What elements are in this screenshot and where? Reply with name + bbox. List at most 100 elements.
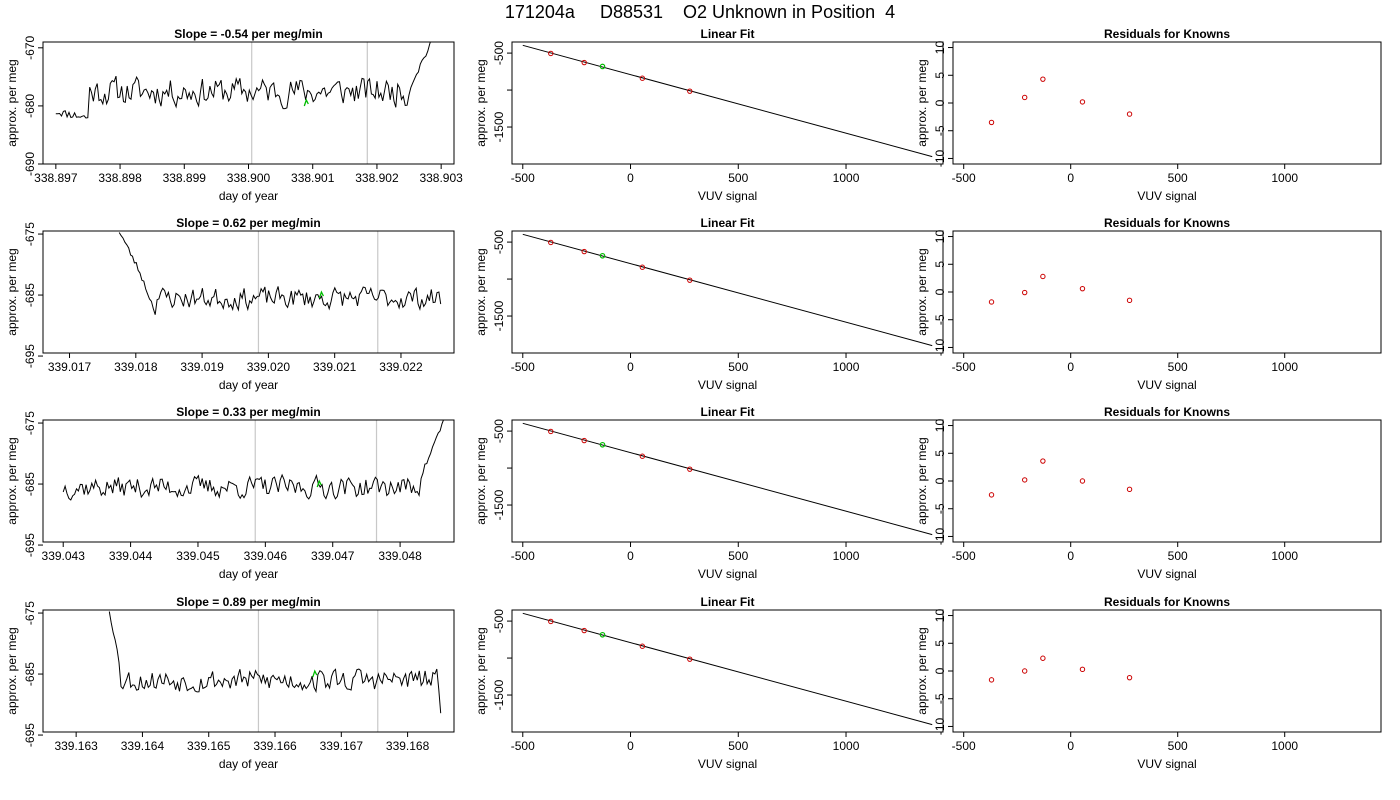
- series-line: [118, 232, 442, 315]
- x-tick-label: 1000: [833, 549, 860, 563]
- known-point: [639, 643, 646, 649]
- plot-frame: [42, 230, 455, 354]
- y-tick-label: -675: [23, 222, 37, 246]
- x-axis-label: VUV signal: [1137, 567, 1196, 581]
- residual-point: [1021, 289, 1028, 296]
- x-axis-label: VUV signal: [698, 757, 757, 771]
- x-tick-label: 339.019: [180, 360, 224, 374]
- fit-line: [522, 422, 933, 536]
- x-tick-label: 1000: [833, 360, 860, 374]
- known-point: [548, 239, 554, 246]
- known-point: [548, 428, 554, 435]
- y-tick-label: -695: [23, 723, 37, 747]
- x-tick-label: -500: [511, 171, 535, 185]
- y-axis-label: approx. per meg: [474, 437, 488, 524]
- unknown-point: [599, 441, 606, 448]
- y-tick-label: 5: [933, 72, 947, 79]
- known-point: [548, 50, 554, 57]
- x-tick-label: 339.043: [42, 549, 86, 563]
- y-tick-label: 5: [933, 261, 947, 268]
- y-axis-label: approx. per meg: [915, 248, 929, 335]
- x-tick-label: 338.902: [355, 171, 399, 185]
- x-axis-label: day of year: [219, 378, 278, 392]
- residual-point: [1079, 99, 1086, 105]
- x-tick-label: 1000: [1271, 549, 1298, 563]
- x-tick-label: 339.044: [109, 549, 153, 563]
- x-tick-label: 1000: [1271, 171, 1298, 185]
- known-point: [639, 75, 646, 81]
- y-tick-label: -1500: [492, 111, 506, 142]
- y-tick-label: 0: [933, 667, 947, 674]
- x-axis-label: VUV signal: [1137, 378, 1196, 392]
- x-tick-label: 1000: [833, 171, 860, 185]
- x-tick-label: 339.046: [244, 549, 288, 563]
- x-tick-label: 338.898: [98, 171, 142, 185]
- y-axis-label: approx. per meg: [474, 59, 488, 146]
- x-tick-label: 339.022: [379, 360, 423, 374]
- y-tick-label: 0: [933, 477, 947, 484]
- known-point: [581, 627, 587, 634]
- y-tick-label: 0: [933, 288, 947, 295]
- x-axis-label: VUV signal: [698, 378, 757, 392]
- x-tick-label: 0: [1067, 739, 1074, 753]
- y-tick-label: 5: [933, 450, 947, 457]
- y-tick-label: -5: [933, 693, 947, 704]
- plot-frame: [42, 419, 455, 543]
- y-tick-label: -695: [23, 344, 37, 368]
- y-tick-label: -685: [23, 283, 37, 307]
- residual-point: [1040, 76, 1046, 82]
- y-tick-label: -685: [23, 472, 37, 496]
- x-tick-label: 339.168: [386, 739, 430, 753]
- x-tick-label: 500: [728, 171, 748, 185]
- x-axis-label: day of year: [219, 189, 278, 203]
- residual-point: [1126, 111, 1133, 117]
- residual-point: [1040, 655, 1046, 661]
- y-tick-label: -670: [23, 35, 37, 59]
- y-axis-label: approx. per meg: [5, 59, 19, 146]
- x-tick-label: 500: [728, 549, 748, 563]
- known-point: [687, 88, 693, 94]
- chart-title: Slope = 0.33 per meg/min: [176, 405, 320, 419]
- unknown-point: [599, 252, 606, 259]
- x-axis-label: VUV signal: [698, 567, 757, 581]
- x-tick-label: -500: [511, 360, 535, 374]
- fit-line: [522, 44, 933, 158]
- x-tick-label: 339.165: [187, 739, 231, 753]
- chart-title: Slope = 0.89 per meg/min: [176, 595, 320, 609]
- y-tick-label: -685: [23, 662, 37, 686]
- x-axis-label: day of year: [219, 757, 278, 771]
- y-tick-label: -1500: [492, 489, 506, 520]
- known-point: [639, 453, 646, 459]
- unknown-marker: [312, 669, 318, 678]
- x-tick-label: 0: [1067, 360, 1074, 374]
- x-tick-label: 500: [1168, 739, 1188, 753]
- plot-frame: [952, 230, 1382, 354]
- fit-line: [522, 612, 933, 726]
- y-tick-label: -5: [933, 125, 947, 136]
- x-tick-label: -500: [511, 549, 535, 563]
- x-tick-label: 339.047: [311, 549, 355, 563]
- known-point: [581, 437, 587, 444]
- x-axis-label: VUV signal: [1137, 189, 1196, 203]
- unknown-point: [599, 63, 606, 70]
- figure-title: 171204a D88531 O2 Unknown in Position 4: [504, 2, 896, 22]
- known-point: [639, 264, 646, 270]
- chart-title: Linear Fit: [700, 27, 754, 41]
- chart-title: Residuals for Knowns: [1104, 405, 1230, 419]
- y-axis-label: approx. per meg: [5, 437, 19, 524]
- x-tick-label: 1000: [1271, 360, 1298, 374]
- residual-point: [1021, 94, 1028, 101]
- residual-point: [1126, 297, 1133, 304]
- chart-title: Residuals for Knowns: [1104, 216, 1230, 230]
- y-tick-label: -500: [492, 230, 506, 254]
- y-tick-label: 10: [933, 609, 947, 623]
- y-tick-label: -675: [23, 411, 37, 435]
- y-tick-label: -10: [933, 717, 947, 735]
- x-tick-label: 339.017: [48, 360, 92, 374]
- known-point: [687, 656, 693, 662]
- chart-title: Residuals for Knowns: [1104, 27, 1230, 41]
